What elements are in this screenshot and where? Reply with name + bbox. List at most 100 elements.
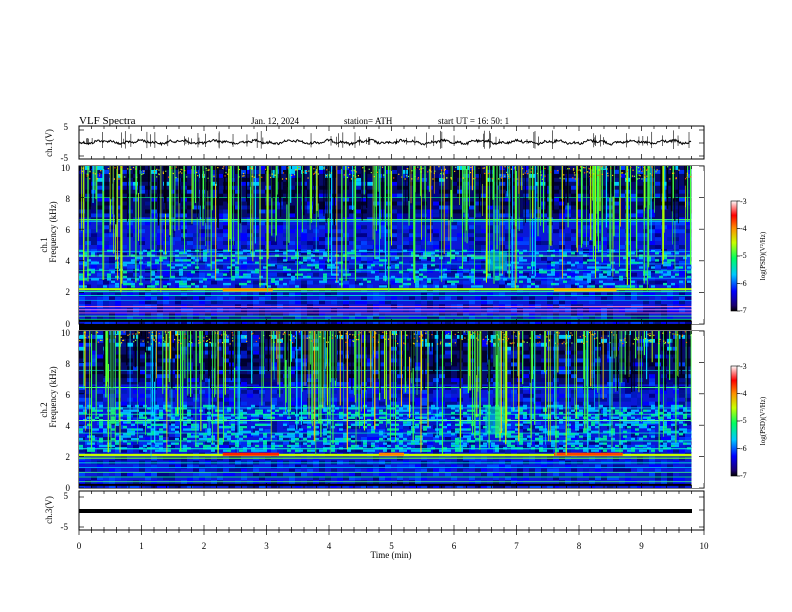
spectrogram-cell [289, 264, 295, 269]
spectrogram-cell [373, 229, 379, 234]
spectrogram-cell [443, 275, 447, 279]
spectrogram-cell [457, 205, 463, 210]
spectrogram-cell [241, 312, 247, 317]
spectrogram-cell [145, 429, 151, 434]
spectrogram-cell [587, 278, 591, 281]
speckle [353, 175, 355, 177]
spectrogram-cell [505, 177, 511, 182]
spectrogram-cell [85, 320, 91, 324]
spectrogram-cell [419, 273, 423, 276]
spectrogram-cell [643, 185, 649, 190]
spectrogram-cell [661, 193, 667, 198]
spectrogram-cell [145, 268, 151, 273]
spectrogram-cell [639, 285, 643, 288]
spectrogram-cell [283, 209, 289, 214]
speckle [499, 174, 501, 176]
spectrogram-cell [631, 425, 637, 430]
spectrogram-cell [685, 229, 691, 234]
spectrogram-cell [595, 312, 601, 317]
spectrogram-cell [367, 292, 373, 297]
speckle [491, 178, 494, 180]
spectrogram-cell [517, 221, 523, 226]
spectrogram-cell [541, 312, 547, 317]
spectrogram-cell [375, 275, 379, 279]
ch1-freq-tick-2: 2 [66, 287, 71, 297]
spectrogram-cell [649, 209, 655, 214]
spectrogram-cell [331, 417, 337, 422]
spectrogram-cell [361, 272, 367, 277]
spectrogram-cell [445, 201, 451, 206]
spectrogram-cell [163, 472, 169, 477]
spectrogram-cell [433, 288, 439, 293]
spectrogram-cell [423, 256, 427, 260]
speckle [544, 167, 546, 170]
spectrogram-cell [319, 193, 325, 198]
spectrogram-cell [325, 476, 331, 481]
spectrogram-cell [601, 300, 607, 305]
spectrogram-cell [547, 260, 553, 265]
spectrogram-cell [277, 264, 283, 269]
spectrogram-cell [181, 484, 187, 488]
spectrogram-cell [475, 272, 481, 277]
spectrogram-cell [679, 185, 685, 190]
spectrogram-cell [91, 213, 97, 218]
spectrogram-cell [289, 260, 295, 265]
spectrogram-cell [487, 448, 493, 453]
spectrogram-cell [139, 237, 145, 242]
spectrogram-cell [457, 173, 463, 178]
spectrogram-cell [649, 241, 655, 245]
spectrogram-cell [613, 225, 619, 230]
speckle [536, 172, 539, 175]
spectrogram-cell [103, 272, 109, 277]
spectrogram-cell [583, 177, 589, 182]
spectrogram-cell [427, 409, 433, 414]
spectrogram-cell [553, 312, 559, 317]
spectrogram-cell [91, 278, 95, 281]
spectrogram-cell [421, 472, 427, 477]
spectrogram-cell [595, 476, 601, 481]
spectrogram-cell [517, 252, 523, 257]
ch1-spectrogram-panel: 10 8 6 4 2 0 ch.1 Frequency (kHz) [39, 163, 705, 330]
spectrogram-cell [541, 472, 547, 477]
spectrogram-cell [169, 268, 175, 273]
spectrogram-cell [445, 440, 451, 445]
spectrogram-cell [667, 271, 671, 274]
spectrogram-cell [151, 273, 155, 276]
spectrogram-cell [91, 252, 95, 255]
spectrogram-cell [157, 221, 163, 226]
spectrogram-cell [139, 185, 145, 190]
spectrogram-cell [391, 177, 397, 182]
spectrogram-cell [319, 300, 325, 305]
spectrogram-cell [319, 472, 325, 477]
spectrogram-cell [175, 316, 181, 321]
spectrogram-cell [631, 285, 635, 288]
speckle [202, 176, 204, 178]
spectrogram-cell [121, 225, 127, 230]
spectrogram-cell [475, 409, 481, 414]
spectrogram-cell [259, 173, 265, 178]
spectrogram-cell [451, 181, 457, 186]
speckle [108, 172, 111, 175]
spectrogram-cell [679, 472, 685, 477]
spectrogram-cell [319, 201, 325, 206]
spectrogram-cell [331, 300, 337, 305]
spectrogram-cell [217, 433, 223, 437]
spectrogram-cell [193, 169, 199, 174]
spectrogram-cell [271, 241, 277, 245]
spectrogram-cell [623, 268, 627, 272]
spectrogram-cell [147, 252, 151, 255]
spectrogram-cell [193, 177, 199, 182]
panel-separator [79, 324, 692, 330]
spectrogram-cell [229, 173, 235, 178]
spectrogram-cell [139, 292, 145, 297]
spectrogram-cell [239, 282, 243, 286]
spectrogram-cell [205, 280, 211, 285]
speckle [285, 177, 287, 180]
spectrogram-cell [475, 280, 481, 285]
spectrogram-cell [337, 221, 343, 226]
spectrogram-cell [277, 225, 283, 230]
spectrogram-cell [643, 189, 649, 194]
spectrogram-cell [421, 444, 427, 449]
spectrogram-cell [379, 484, 385, 488]
spectrogram-cell [553, 197, 559, 202]
